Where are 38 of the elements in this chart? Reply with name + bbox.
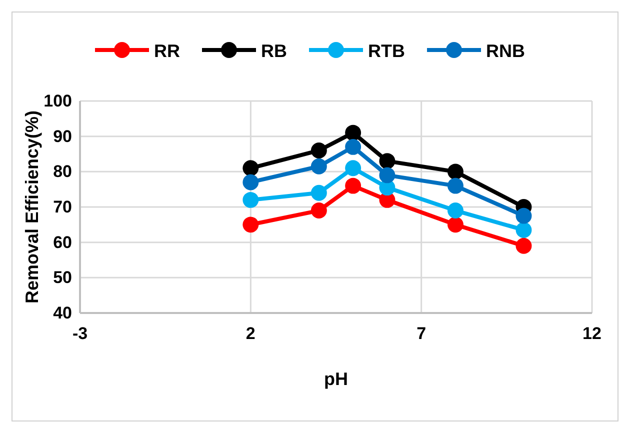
point (345, 178, 362, 194)
point (310, 202, 327, 218)
y-tick-label: 70 (53, 197, 72, 216)
point (345, 160, 362, 176)
point (447, 164, 464, 180)
point (242, 192, 259, 208)
legend-label: RR (154, 41, 180, 61)
y-axis-title: Removal Efficiency(%) (22, 110, 42, 304)
point (242, 216, 259, 233)
point (447, 178, 464, 194)
point (516, 238, 532, 254)
x-tick-label: -3 (72, 324, 88, 344)
y-tick-label: 50 (53, 268, 72, 288)
point (242, 174, 259, 190)
point (379, 153, 396, 170)
y-tick-label: 90 (53, 126, 72, 146)
y-tick-label: 80 (53, 162, 72, 182)
point (310, 158, 327, 174)
legend-label: RB (261, 41, 287, 61)
point (345, 124, 362, 141)
y-tick-label: 40 (53, 303, 72, 322)
point (516, 222, 532, 238)
y-tick-label: 100 (44, 91, 72, 110)
legend-label: RNB (486, 41, 525, 61)
y-tick-label: 60 (53, 232, 72, 252)
point (516, 208, 532, 224)
legend-label: RTB (368, 41, 405, 61)
point (242, 160, 259, 176)
point (379, 167, 396, 184)
point (345, 138, 362, 155)
point (310, 142, 327, 158)
x-tick-label: 7 (416, 324, 426, 344)
x-axis-title: pH (324, 369, 348, 389)
point (310, 184, 327, 201)
x-tick-label: 2 (246, 324, 256, 344)
point (447, 202, 464, 218)
x-tick-label: 12 (582, 324, 602, 344)
point (447, 216, 464, 233)
